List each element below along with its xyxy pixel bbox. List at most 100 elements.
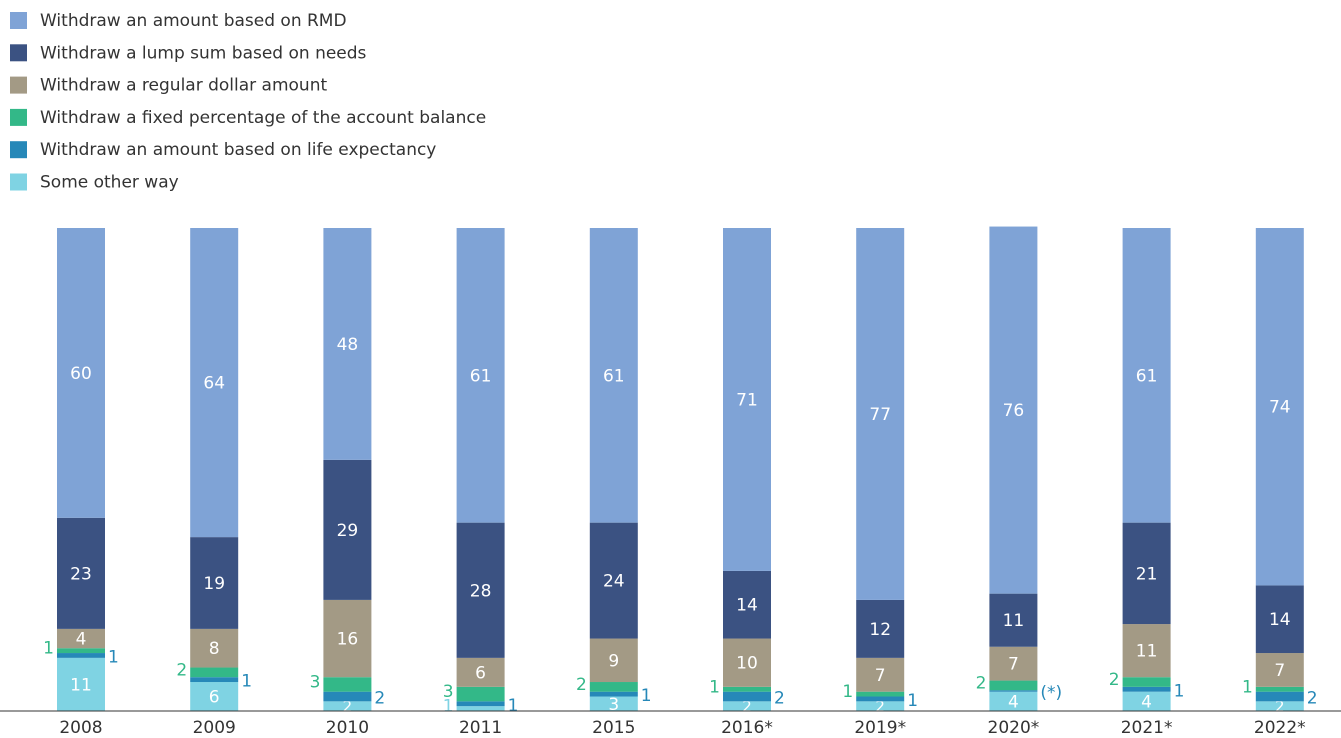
- x-tick-label: 2015: [592, 718, 635, 738]
- data-label: 60: [70, 364, 92, 384]
- data-label: 1: [842, 682, 853, 702]
- bar-segment: [723, 691, 771, 702]
- data-label: 28: [470, 581, 492, 601]
- data-label: 2: [1109, 670, 1120, 690]
- legend-label: Withdraw a fixed percentage of the accou…: [40, 108, 486, 128]
- data-label: 1: [907, 691, 918, 711]
- x-tick-label: 2021*: [1121, 718, 1173, 738]
- data-label: 76: [1003, 401, 1025, 421]
- bar-segment: [1255, 585, 1304, 654]
- bar-segment: [456, 657, 505, 687]
- bar-segment: [1122, 522, 1171, 625]
- data-label: 1: [241, 672, 252, 692]
- data-label: 1: [641, 686, 652, 706]
- bar-segment: [589, 696, 638, 711]
- data-label: 7: [875, 666, 886, 686]
- bar-segment: [589, 228, 638, 523]
- x-tick-label: 2022*: [1254, 718, 1306, 738]
- data-label: 29: [337, 521, 359, 541]
- data-label: 2: [976, 673, 987, 693]
- data-label: 14: [736, 596, 758, 616]
- legend-swatch: [10, 108, 27, 126]
- data-label: 7: [1008, 655, 1019, 675]
- bar-segment: [856, 599, 905, 658]
- bar-segment: [323, 228, 372, 460]
- bar-segment: [723, 686, 771, 692]
- bar-segment: [989, 593, 1038, 647]
- data-label: 2: [1307, 689, 1318, 709]
- x-tick-label: 2009: [193, 718, 236, 738]
- data-label: 11: [1136, 642, 1158, 662]
- bar-segment: [723, 228, 771, 571]
- bar-segment: [1122, 624, 1171, 678]
- bar-segment: [190, 537, 239, 629]
- bar-segment: [57, 653, 105, 658]
- bar-segment: [989, 691, 1038, 711]
- data-label: 61: [603, 366, 625, 386]
- bar-segment: [323, 599, 372, 678]
- bar-segment: [456, 522, 505, 658]
- bar-segment: [456, 686, 505, 702]
- bar-segment: [1255, 653, 1304, 687]
- data-label: 48: [337, 335, 359, 355]
- bar-segment: [1255, 691, 1304, 702]
- data-label: 23: [70, 564, 92, 584]
- bar-segment: [856, 691, 905, 697]
- data-label: 4: [1008, 692, 1019, 712]
- bar-segment: [190, 682, 239, 711]
- bar-segment: [57, 517, 105, 629]
- data-label: 1: [43, 639, 54, 659]
- bar-segment: [323, 677, 372, 692]
- bar-segment: [456, 701, 505, 707]
- legend-label: Withdraw a lump sum based on needs: [40, 43, 367, 63]
- bar-segment: [456, 228, 505, 523]
- data-label: 7: [1274, 661, 1285, 681]
- legend-swatch: [10, 173, 27, 191]
- bar-segment: [989, 690, 1038, 692]
- data-label: 2: [742, 698, 752, 716]
- bar-segment: [190, 677, 239, 683]
- bar-segment: [57, 648, 105, 654]
- bar-segment: [323, 459, 372, 600]
- data-label: 2: [774, 689, 785, 709]
- bar-segment: [989, 226, 1038, 594]
- data-label: 6: [209, 688, 220, 708]
- data-label: 1: [508, 696, 519, 716]
- x-tick-label: 2016*: [721, 718, 773, 738]
- bar-segment: [856, 657, 905, 692]
- x-tick-label: 2008: [59, 718, 102, 738]
- data-label: (*): [1040, 683, 1062, 703]
- data-label: 6: [475, 663, 486, 683]
- bar-segment: [57, 228, 105, 518]
- bar-segment: [723, 638, 771, 687]
- data-label: 1: [709, 677, 720, 697]
- data-label: 2: [875, 698, 885, 716]
- data-label: 74: [1269, 398, 1291, 418]
- data-label: 2: [176, 660, 187, 680]
- data-label: 2: [343, 698, 353, 716]
- bar-segment: [1122, 677, 1171, 687]
- bar-segment: [723, 701, 771, 711]
- bar-segment: [1255, 701, 1304, 711]
- bar-segment: [1122, 686, 1171, 692]
- x-tick-label: 2011: [459, 718, 502, 738]
- legend-label: Withdraw an amount based on life expecta…: [40, 140, 436, 160]
- data-label: 3: [310, 672, 321, 692]
- bar-segment: [190, 228, 239, 538]
- bar-segment: [589, 691, 638, 697]
- data-label: 9: [608, 651, 619, 671]
- data-label: 11: [1003, 611, 1025, 631]
- bar-segment: [589, 682, 638, 692]
- data-label: 21: [1136, 564, 1158, 584]
- bar-segment: [1122, 228, 1171, 523]
- data-label: 4: [76, 630, 87, 650]
- data-label: 77: [869, 405, 891, 425]
- bar-segment: [589, 522, 638, 639]
- data-label: 11: [70, 675, 92, 695]
- bar-segment: [323, 701, 372, 711]
- bar-segment: [856, 701, 905, 711]
- bar-segment: [1255, 686, 1304, 692]
- data-label: 24: [603, 572, 625, 592]
- data-label: 3: [443, 682, 454, 702]
- bar-segment: [1122, 691, 1171, 711]
